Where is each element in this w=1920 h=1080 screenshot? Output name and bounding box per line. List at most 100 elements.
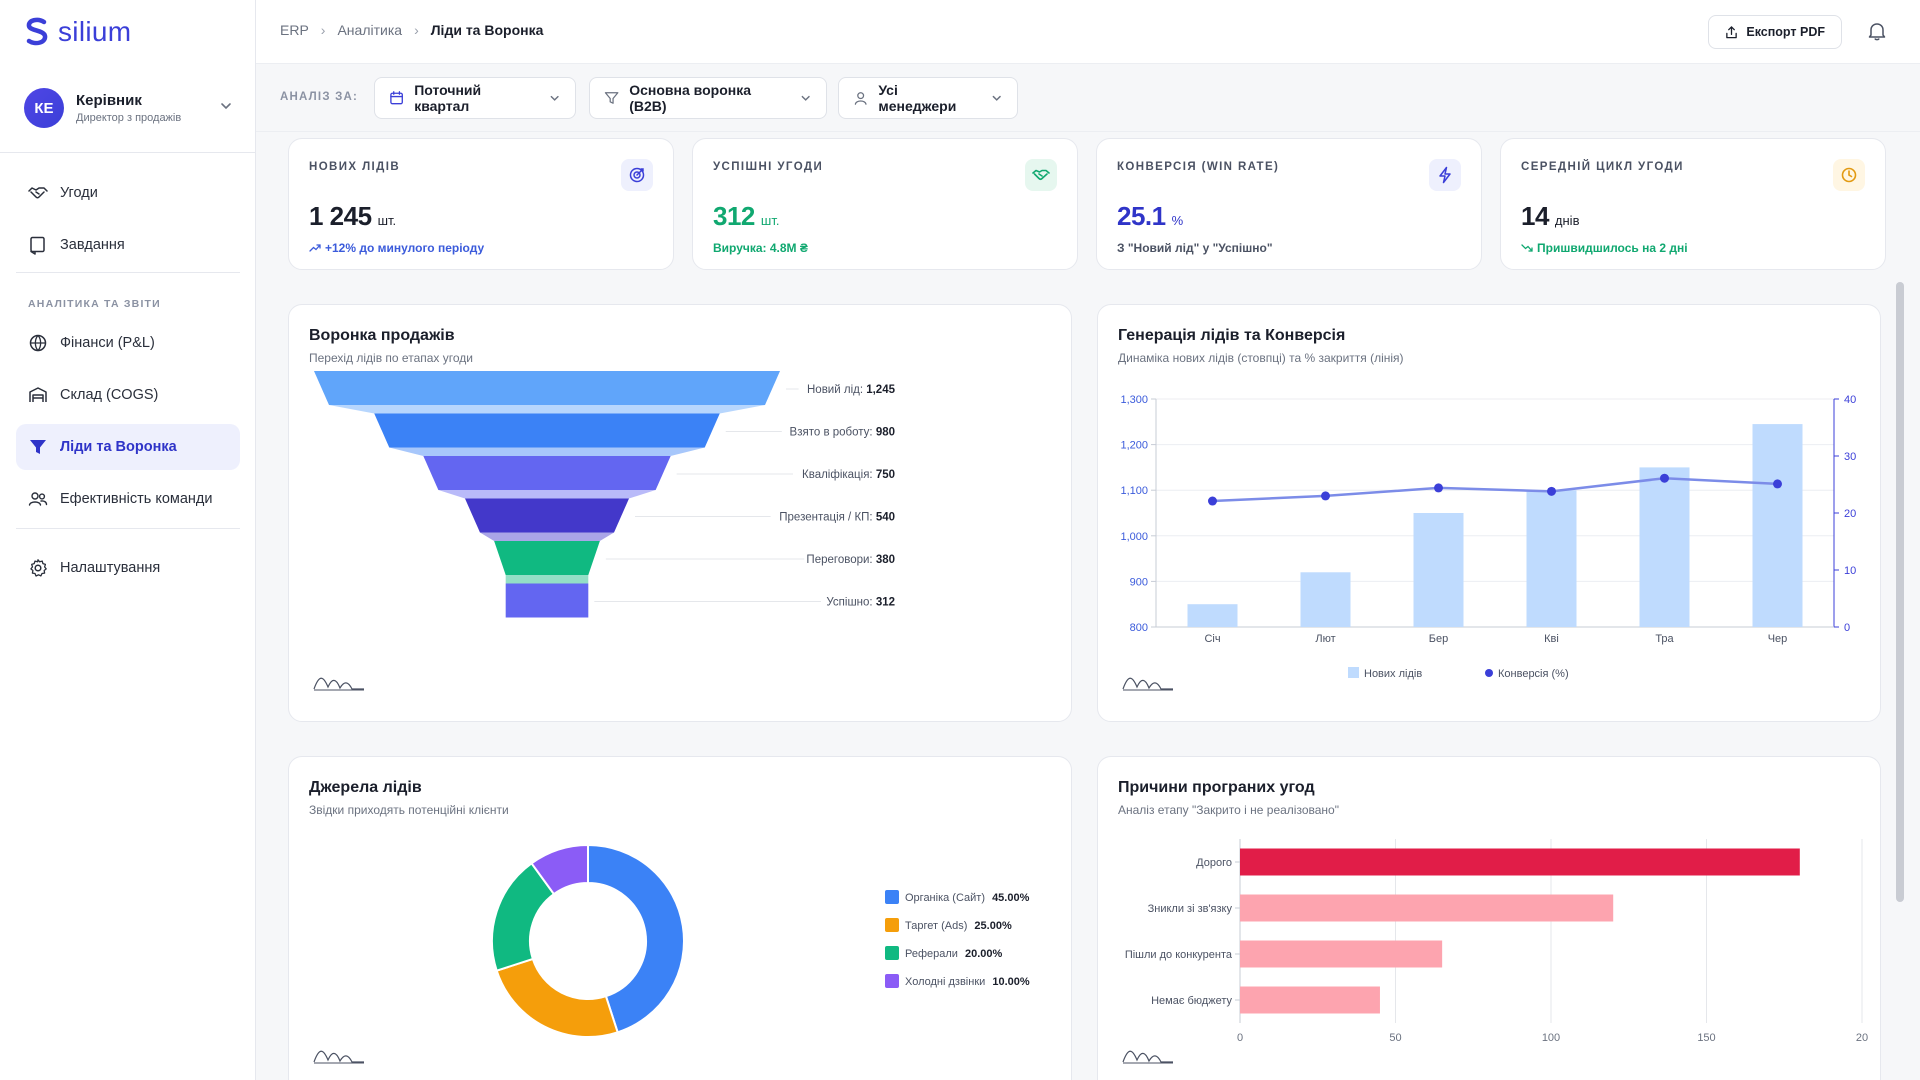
y-axis-tick-label: Дорого: [1196, 857, 1232, 869]
breadcrumb-section[interactable]: Аналітика: [337, 22, 403, 38]
kpi-subtext-label: Виручка: 4.8M ₴: [713, 241, 808, 255]
period-value: Поточний квартал: [414, 82, 482, 114]
x-axis-tick-label: 0: [1237, 1032, 1243, 1044]
funnel-connector: [479, 532, 615, 541]
export-pdf-label: Експорт PDF: [1746, 25, 1825, 39]
chevron-right-icon: ›: [320, 22, 326, 38]
lost-reasons-chart: 0 50 100 150 20 Дорого Зникли зі зв'язку Пішли …: [1125, 839, 1868, 1044]
chevron-down-icon: [801, 95, 810, 101]
funnel-stage: [314, 371, 780, 405]
legend-label: Реферали 20.00%: [905, 948, 1003, 960]
funnel-card: Воронка продажів Перехід лідів по етапах…: [288, 304, 1072, 722]
kpi-subtext: З "Новий лід" у "Успішно": [1117, 241, 1273, 255]
y-axis-tick-label: 900: [1130, 576, 1148, 588]
managers-select[interactable]: Усі менеджери: [838, 77, 1018, 119]
legend-swatch: [1348, 667, 1359, 678]
kpi-card-new-leads: НОВИХ ЛІДІВ 1 245 шт. +12% до минулого пе…: [288, 138, 674, 270]
x-axis-tick-label: Чер: [1768, 633, 1788, 645]
pie-slice: [530, 843, 589, 896]
kpi-value: 14: [1521, 201, 1549, 231]
sidebar-item-warehouse[interactable]: Склад (COGS): [16, 372, 240, 418]
funnel-connector: [329, 405, 765, 414]
nav-settings: Налаштування: [16, 545, 240, 597]
chart-watermark-icon: [313, 1050, 364, 1064]
sidebar-item-tasks[interactable]: Завдання: [16, 222, 240, 268]
logo[interactable]: silium: [24, 16, 131, 48]
chevron-down-icon[interactable]: [218, 98, 234, 114]
sidebar-item-label: Ефективність команди: [60, 491, 213, 507]
user-name: Керівник: [76, 92, 142, 109]
chart-watermark-icon: [1122, 1050, 1173, 1064]
y2-axis-tick-label: 10: [1844, 565, 1856, 577]
sidebar-item-deals[interactable]: Угоди: [16, 170, 240, 216]
pie-slice: [587, 843, 685, 1034]
sidebar-item-team[interactable]: Ефективність команди: [16, 476, 240, 522]
bar: [1187, 604, 1238, 627]
logo-icon: [26, 17, 48, 46]
y2-axis-tick-label: 30: [1844, 451, 1856, 463]
x-axis-tick-label: Січ: [1204, 633, 1220, 645]
bell-icon[interactable]: [1866, 20, 1888, 42]
funnel-stage-label: Презентація / КП: 540: [779, 512, 895, 524]
legend-label: Конверсія (%): [1498, 668, 1569, 680]
kpi-subtext: +12% до минулого періоду: [309, 241, 484, 255]
bar: [1752, 424, 1803, 627]
chevron-down-icon: [550, 95, 559, 101]
user-switcher[interactable]: КЕ Керівник Директор з продажів: [24, 86, 234, 130]
line-point: [1773, 479, 1782, 489]
chart-watermark-icon: [1122, 677, 1173, 691]
kpi-subtext-label: +12% до минулого періоду: [325, 241, 485, 255]
kpi-icon-box: [621, 159, 653, 191]
funnel-connector: [438, 490, 656, 499]
bar: [1300, 572, 1351, 627]
divider: [16, 528, 240, 529]
sidebar-item-settings[interactable]: Налаштування: [16, 545, 240, 591]
breadcrumb-root[interactable]: ERP: [280, 22, 309, 38]
bar: [1639, 467, 1690, 627]
logo-text: silium: [58, 16, 132, 47]
x-axis-tick-label: 20: [1856, 1032, 1868, 1044]
team-icon: [28, 492, 48, 506]
funnel-stage-label: Новий лід: 1,245: [807, 384, 896, 396]
funnel-stage-label: Переговори: 380: [806, 554, 895, 566]
card-subtitle: Перехід лідів по етапах угоди: [309, 351, 473, 365]
funnel-stage: [374, 413, 720, 448]
chevron-down-icon: [992, 95, 1001, 101]
y-axis-tick-label: Пішли до конкурента: [1125, 949, 1233, 961]
kpi-unit: днів: [1554, 213, 1580, 228]
funnel-stage-label: Кваліфікація: 750: [802, 469, 895, 481]
scrollbar[interactable]: [1896, 282, 1904, 902]
kpi-unit: %: [1171, 213, 1184, 228]
kpi-subtext-label: З "Новий лід" у "Успішно": [1117, 241, 1273, 255]
funnel-connector: [389, 447, 705, 456]
legend-label: Таргет (Ads) 25.00%: [905, 920, 1012, 932]
sidebar-item-leads-funnel[interactable]: Ліди та Воронка: [16, 424, 240, 470]
funnel-stage-label: Успішно: 312: [826, 597, 895, 609]
x-axis-tick-label: Бер: [1429, 633, 1448, 645]
sidebar-item-finance[interactable]: Фінанси (P&L): [16, 320, 240, 366]
funnel-icon: [30, 440, 46, 454]
kpi-subtext-label: Пришвидшилось на 2 дні: [1537, 241, 1688, 255]
kpi-card-conversion: КОНВЕРСІЯ (WIN RATE) 25.1% З "Новий лід"…: [1096, 138, 1482, 270]
avatar: КЕ: [24, 88, 64, 128]
legend-swatch: [1485, 669, 1493, 677]
nav-section-title: АНАЛІТИКА ТА ЗВІТИ: [28, 298, 161, 310]
funnel-select[interactable]: Основна воронка (B2B): [589, 77, 827, 119]
period-select[interactable]: Поточний квартал: [374, 77, 576, 119]
chevron-right-icon: ›: [414, 22, 419, 38]
y-axis-tick-label: Немає бюджету: [1151, 995, 1232, 1007]
tasks-icon: [30, 236, 45, 255]
bar: [1526, 490, 1577, 627]
export-pdf-button[interactable]: Експорт PDF: [1708, 15, 1842, 49]
y-axis-tick-label: 1,000: [1120, 531, 1148, 543]
handshake-icon: [28, 187, 48, 199]
card-title: Причини програних угод: [1118, 779, 1315, 796]
x-axis-tick-label: 50: [1389, 1032, 1401, 1044]
y-axis-tick-label: 1,300: [1120, 394, 1148, 406]
trend-down-icon: [1521, 244, 1533, 252]
share-icon: [1726, 25, 1738, 38]
trend-up-icon: [309, 244, 321, 252]
card-subtitle: Динаміка нових лідів (стовпці) та % закр…: [1118, 351, 1404, 365]
x-axis-tick-label: Лют: [1315, 633, 1335, 645]
legend-label: Холодні дзвінки 10.00%: [905, 976, 1030, 988]
